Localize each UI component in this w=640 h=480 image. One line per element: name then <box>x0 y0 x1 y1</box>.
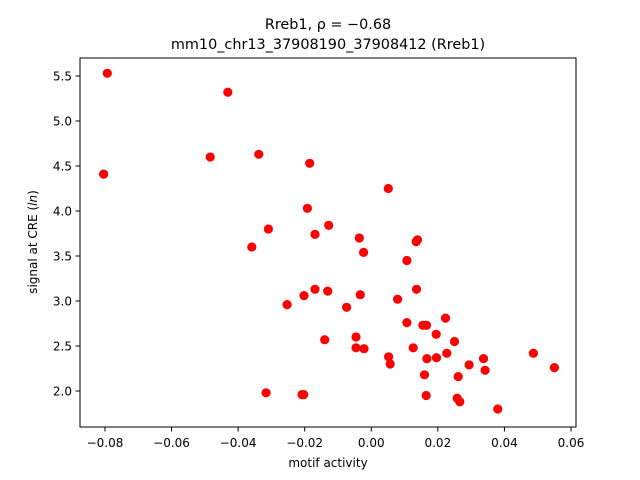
x-tick-label: 0.00 <box>358 436 385 450</box>
data-point-50 <box>299 390 309 400</box>
data-point-12 <box>247 242 257 252</box>
chart-title-line2: mm10_chr13_37908190_37908412 (Rreb1) <box>171 37 485 53</box>
plot-frame <box>79 57 577 428</box>
data-point-48 <box>261 388 271 398</box>
data-point-1 <box>223 87 233 97</box>
data-point-29 <box>431 329 441 339</box>
data-point-22 <box>393 294 403 304</box>
x-axis-label: motif activity <box>288 456 367 470</box>
data-point-24 <box>342 302 352 312</box>
y-axis-label-suffix: ) <box>26 190 40 195</box>
x-tick-label: 0.04 <box>491 436 518 450</box>
chart-title-line1: Rreb1, ρ = −0.68 <box>265 17 391 33</box>
data-point-40 <box>431 353 442 363</box>
data-point-32 <box>449 336 460 347</box>
x-tick-label: −0.06 <box>153 436 190 450</box>
data-point-30 <box>351 332 361 342</box>
data-point-41 <box>478 354 489 364</box>
data-point-47 <box>453 372 463 382</box>
data-point-7 <box>302 203 312 213</box>
data-point-44 <box>549 363 560 373</box>
data-point-13 <box>359 247 369 257</box>
data-point-6 <box>383 183 393 194</box>
data-point-31 <box>320 335 330 345</box>
data-point-17 <box>310 284 320 294</box>
data-point-0 <box>102 68 112 78</box>
y-tick-label: 3.0 <box>53 295 72 309</box>
data-point-43 <box>464 360 474 370</box>
data-point-54 <box>493 404 503 414</box>
data-point-19 <box>411 284 422 294</box>
y-tick-label: 2.0 <box>53 385 72 399</box>
data-point-45 <box>480 365 490 375</box>
data-point-21 <box>355 290 365 300</box>
x-axis-ticks: −0.08 −0.06 −0.04 −0.02 0.00 0.02 0.04 0.06 <box>87 427 585 450</box>
data-point-3 <box>205 152 215 162</box>
y-axis-label-italic: ln <box>26 195 40 206</box>
data-point-8 <box>324 220 334 230</box>
data-point-33 <box>351 343 361 353</box>
y-tick-label: 3.5 <box>53 250 72 264</box>
y-axis-ticks: 2.0 2.5 3.0 3.5 4.0 4.5 5.0 5.5 <box>53 70 80 399</box>
data-point-28 <box>421 320 432 330</box>
y-axis-label: signal at CRE (ln) <box>26 190 40 294</box>
data-point-37 <box>528 348 539 358</box>
data-point-11 <box>354 233 364 243</box>
x-tick-label: −0.08 <box>87 436 124 450</box>
x-tick-label: −0.04 <box>220 436 257 450</box>
data-point-10 <box>310 229 320 239</box>
x-tick-label: 0.02 <box>424 436 451 450</box>
y-tick-label: 4.0 <box>53 205 72 219</box>
data-point-46 <box>419 370 430 380</box>
data-point-34 <box>359 344 369 354</box>
y-tick-label: 2.5 <box>53 340 72 354</box>
data-point-35 <box>408 343 418 353</box>
data-point-25 <box>440 313 451 323</box>
data-point-36 <box>442 348 452 358</box>
data-points <box>99 68 560 414</box>
data-point-51 <box>421 390 431 401</box>
x-tick-label: 0.06 <box>558 436 585 450</box>
y-axis-label-prefix: signal at CRE ( <box>26 206 40 294</box>
data-point-18 <box>323 286 333 296</box>
data-point-42 <box>385 359 395 369</box>
x-tick-label: −0.02 <box>286 436 323 450</box>
data-point-38 <box>384 352 394 362</box>
y-tick-label: 5.0 <box>53 115 72 129</box>
data-point-2 <box>99 169 109 179</box>
data-point-39 <box>422 354 432 364</box>
data-point-20 <box>299 291 309 301</box>
data-point-4 <box>254 149 264 159</box>
y-tick-label: 5.5 <box>53 70 72 84</box>
data-point-53 <box>455 397 465 407</box>
data-point-5 <box>305 158 315 168</box>
data-point-9 <box>263 224 273 234</box>
data-point-23 <box>282 300 292 310</box>
y-tick-label: 4.5 <box>53 160 72 174</box>
data-point-16 <box>402 255 412 266</box>
data-point-15 <box>411 237 421 247</box>
data-point-26 <box>402 318 412 328</box>
